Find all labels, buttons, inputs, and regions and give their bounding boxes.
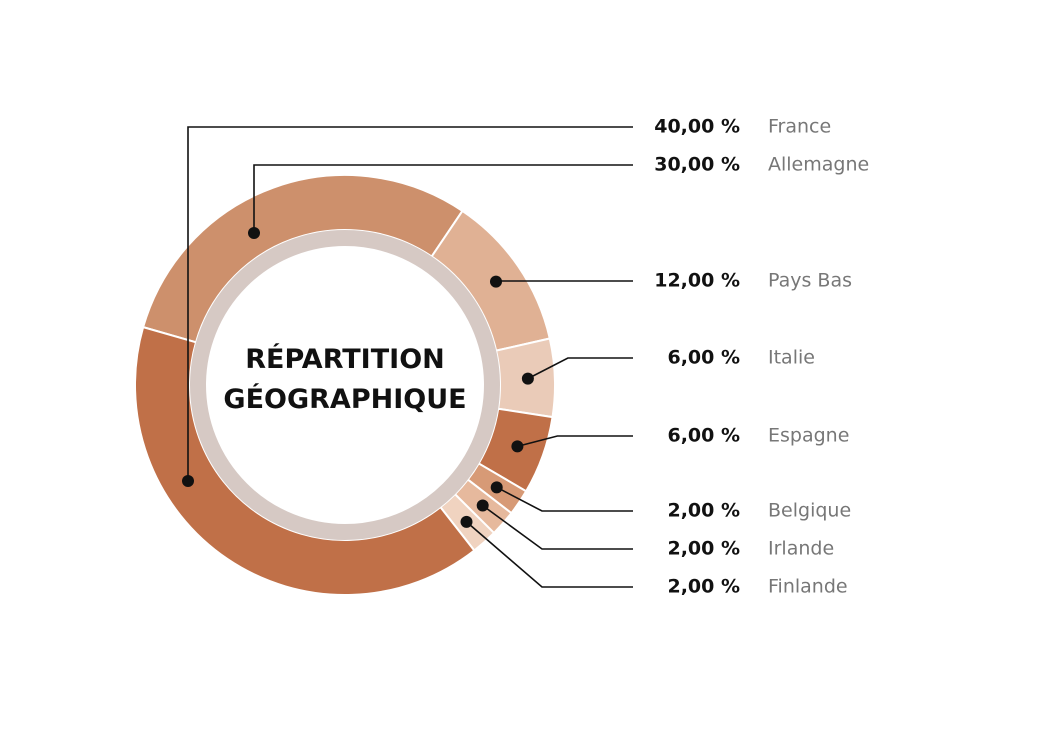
leader-line [517,435,633,448]
category-label: Allemagne [768,154,869,176]
value-label: 12,00 % [654,270,740,292]
value-label: 6,00 % [667,347,740,369]
inner-band [190,230,500,540]
category-label: Belgique [768,500,851,522]
leader-dot [476,499,489,512]
leader-line [465,521,633,588]
leader-dot [511,440,524,453]
leader-dot [490,481,503,494]
leader-dot [460,515,473,528]
category-label: Italie [768,347,815,369]
value-label: 2,00 % [667,576,740,598]
value-label: 2,00 % [667,538,740,560]
leader-dot [489,275,502,288]
value-label: 40,00 % [654,116,740,138]
category-label: Finlande [768,576,848,598]
category-label: Pays Bas [768,270,852,292]
leader-line [527,357,633,380]
value-label: 30,00 % [654,154,740,176]
leader-line [482,504,633,550]
category-label: Irlande [768,538,834,560]
donut-segment [134,325,476,596]
leader-line [495,280,633,282]
leader-dot [248,227,260,239]
category-label: France [768,116,831,138]
chart-title: RÉPARTITION GÉOGRAPHIQUE [223,344,467,415]
value-label: 6,00 % [667,425,740,447]
leader-dot [182,475,194,487]
leader-line [253,164,633,233]
leader-line [187,126,633,481]
value-label: 2,00 % [667,500,740,522]
category-label: Espagne [768,425,849,447]
leader-dot [521,372,534,385]
leader-line [496,486,633,512]
